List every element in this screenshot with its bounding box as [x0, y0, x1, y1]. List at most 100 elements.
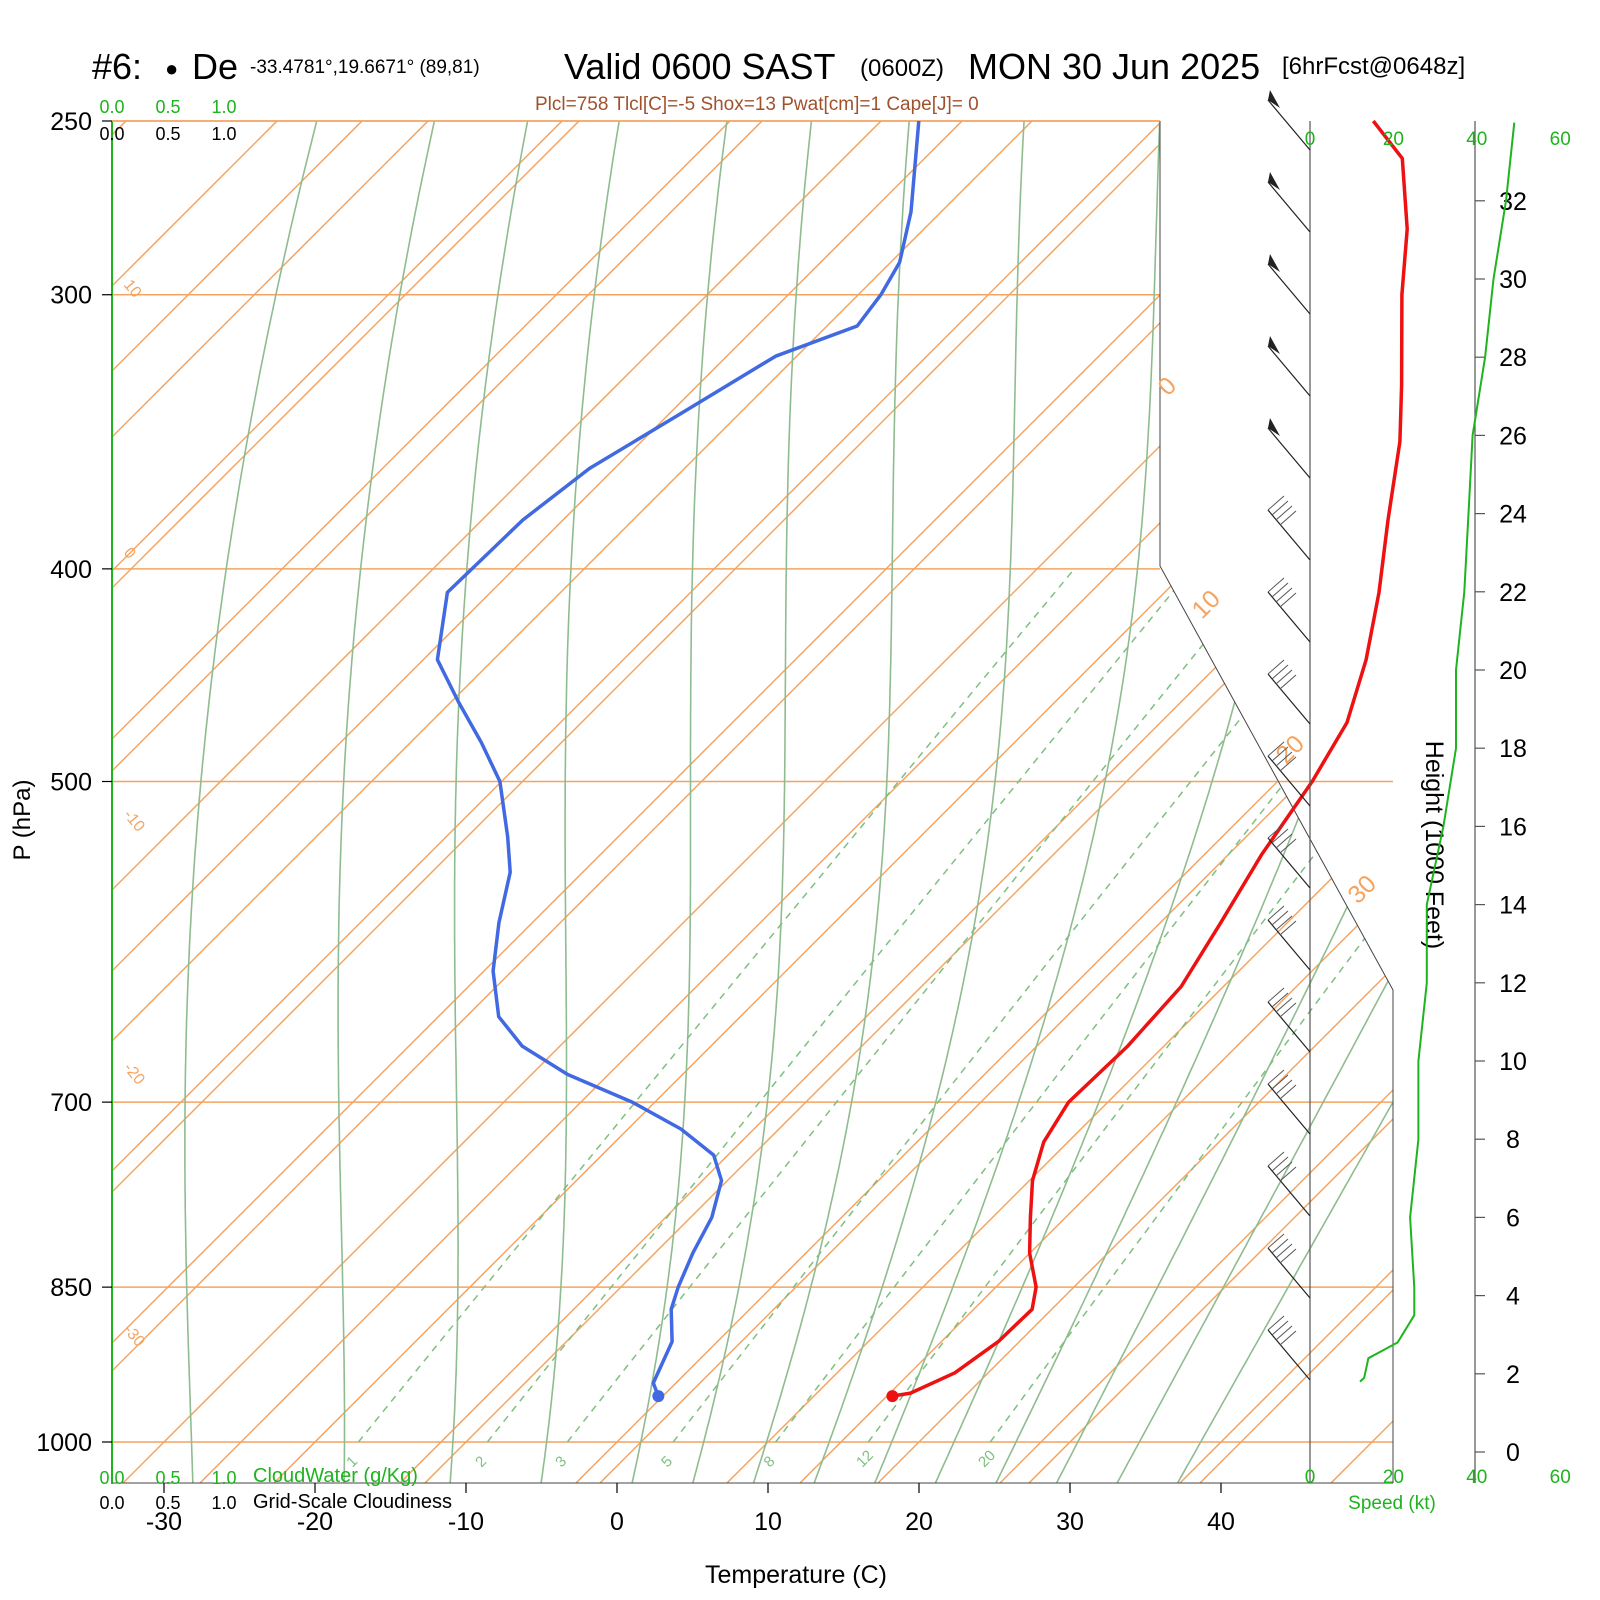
isotherm-line — [112, 121, 770, 1483]
isotherm-line — [1022, 121, 1393, 1483]
isotherm-line — [720, 121, 1393, 1483]
moist-adiabat-line — [811, 121, 1028, 1483]
wind-barb-feather — [1271, 1074, 1289, 1090]
wind-barb-staff — [1267, 837, 1311, 889]
sounding-profiles — [435, 119, 1409, 1403]
wind-barb-staff — [1267, 1247, 1311, 1299]
height-tick-label: 14 — [1499, 892, 1527, 920]
isotherm-line — [112, 121, 1223, 1483]
wind-barb-feather — [1275, 751, 1293, 767]
x-tick-label: 0 — [610, 1508, 624, 1536]
speed-tick-label-top: 0 — [1305, 129, 1316, 150]
wind-barb-feather — [1279, 1330, 1297, 1346]
wind-barb-staff — [1267, 755, 1311, 807]
station-marker-icon: ● — [165, 56, 179, 81]
wind-barb-feather — [1279, 1002, 1297, 1018]
height-tick-label: 24 — [1499, 501, 1527, 529]
wind-barb-feather — [1275, 669, 1293, 685]
height-tick-label: 0 — [1506, 1439, 1520, 1467]
moist-adiabat-line — [992, 121, 1393, 1483]
wind-barb-feather — [1275, 915, 1293, 931]
adiabat-line — [999, 121, 1393, 1483]
wind-barb — [1267, 577, 1311, 643]
cloudwater-label: CloudWater (g/Kg) — [253, 1465, 418, 1487]
wind-barb-feather — [1267, 1151, 1285, 1167]
wind-barb-feather — [1275, 1079, 1293, 1095]
wind-barb-feather — [1267, 495, 1285, 511]
y-tick-label: 700 — [50, 1089, 92, 1117]
wind-barb — [1267, 1315, 1311, 1381]
x-tick-label: 40 — [1207, 1508, 1235, 1536]
dewpoint-profile-line — [435, 120, 921, 1397]
wind-barb-staff — [1267, 1329, 1311, 1381]
wind-barb-feather — [1267, 987, 1285, 1003]
adiabat-line — [112, 121, 501, 1483]
wind-barb-feather — [1279, 592, 1297, 608]
speed-tick-label-bottom: 0 — [1305, 1467, 1316, 1488]
wind-barb — [1267, 659, 1311, 725]
y-tick-label: 250 — [50, 108, 92, 136]
pressure-axis: 250 300 400 500 700 850 1000 — [36, 108, 112, 1457]
wind-barb-staff — [1267, 1083, 1311, 1135]
cloudwater-scale-bottom: 0.5 — [155, 1468, 180, 1488]
zulu-time: (0600Z) — [860, 55, 945, 82]
plot-boundary — [1159, 121, 1394, 1483]
x-tick-label: -30 — [146, 1508, 182, 1536]
wind-barb — [1267, 90, 1311, 151]
cloudiness-scale-bottom: 0.5 — [155, 1493, 180, 1513]
isotherm-line — [112, 121, 921, 1483]
adiabat-line — [112, 121, 1301, 1483]
mixing-ratio-line — [672, 568, 1361, 1443]
height-tick-label: 18 — [1499, 735, 1527, 763]
wind-barb-feather — [1279, 838, 1297, 854]
wind-barb-feather — [1279, 510, 1297, 526]
wind-barb-feather — [1279, 756, 1297, 772]
wind-barb-feather — [1271, 910, 1289, 926]
wind-barb-feather — [1275, 997, 1293, 1013]
sounding-stats: Plcl=758 Tlcl[C]=-5 Shox=13 Pwat[cm]=1 C… — [535, 94, 979, 115]
wind-barb-feather — [1271, 828, 1289, 844]
isotherm-line — [569, 121, 1393, 1483]
height-tick-label: 16 — [1499, 813, 1527, 841]
wind-barb-feather — [1267, 577, 1285, 593]
speed-tick-label-top: 40 — [1466, 129, 1487, 150]
cloudwater-scale-top: 1.0 — [211, 97, 236, 117]
isotherm-line — [112, 121, 1374, 1483]
moist-adiabat-line — [184, 121, 328, 1483]
cloudwater-scale-bottom: 1.0 — [211, 1468, 236, 1488]
cloudwater-scale-top: 0.0 — [99, 97, 124, 117]
wind-barb-pennant — [1268, 254, 1280, 272]
wind-barb — [1267, 336, 1311, 397]
y-tick-label: 300 — [50, 282, 92, 310]
wind-barb-feather — [1267, 1069, 1285, 1085]
wind-barb-staff — [1267, 181, 1311, 233]
speed-tick-label-bottom: 40 — [1466, 1467, 1487, 1488]
height-tick-label: 10 — [1499, 1048, 1527, 1076]
adiabat-line — [112, 121, 1101, 1483]
valid-date: MON 30 Jun 2025 — [968, 46, 1261, 87]
wind-barb-feather — [1267, 905, 1285, 921]
moist-adiabat-line — [448, 121, 537, 1483]
isotherm-line — [112, 121, 619, 1483]
adiabat-line — [799, 121, 1393, 1483]
wind-barb — [1267, 495, 1311, 561]
station-number: #6: — [92, 46, 143, 87]
wind-barb-feather — [1267, 1315, 1285, 1331]
isotherm-line — [267, 121, 1393, 1483]
wind-barb-pennant — [1268, 90, 1280, 108]
background-grid — [112, 121, 1393, 1483]
height-tick-label: 20 — [1499, 657, 1527, 685]
wind-barb-staff — [1267, 673, 1311, 725]
wind-barb-staff — [1267, 99, 1311, 151]
cloudiness-scale-top: 0.0 — [99, 124, 124, 144]
wind-barb — [1267, 418, 1311, 479]
wind-speed-profile-line — [1359, 122, 1516, 1383]
y-axis-title: P (hPa) — [9, 780, 36, 861]
cloud-scales: 0.0 0.0 0.0 0.0 0.5 0.5 0.5 0.5 1.0 1.0 1.0 1.0 Clou… — [99, 97, 452, 1513]
y-tick-label: 850 — [50, 1274, 92, 1302]
wind-barb-feather — [1279, 1166, 1297, 1182]
moist-adiabat-line — [337, 121, 444, 1483]
cloudiness-scale-bottom: 0.0 — [99, 1493, 124, 1513]
